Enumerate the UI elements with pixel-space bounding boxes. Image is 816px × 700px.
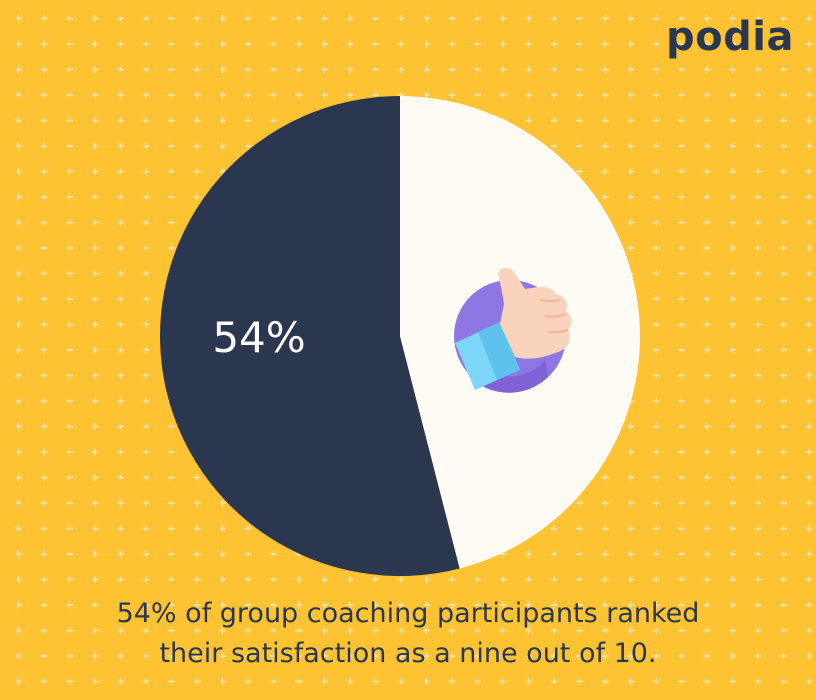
thumbs-up-icon	[454, 267, 572, 393]
data-label-54-percent: 54%	[212, 313, 305, 362]
caption: 54% of group coaching participants ranke…	[0, 594, 816, 674]
podia-logo[interactable]: podia	[666, 14, 794, 60]
caption-line-2: their satisfaction as a nine out of 10.	[159, 638, 657, 669]
pie-slice-54-percent	[160, 96, 460, 576]
caption-line-1: 54% of group coaching participants ranke…	[116, 598, 700, 629]
